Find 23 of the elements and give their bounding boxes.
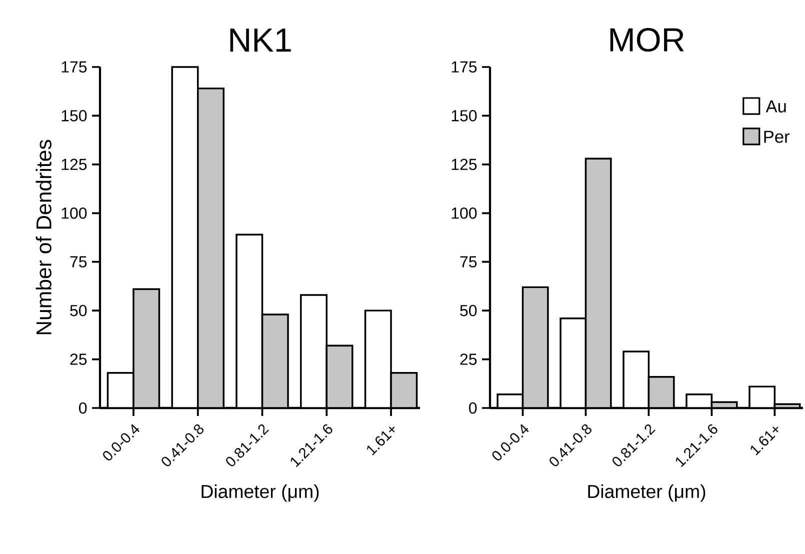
x-axis-title: Diameter (μm) — [202, 484, 319, 502]
legend-label: Au — [766, 100, 786, 112]
chart-title: MOR — [610, 28, 684, 52]
legend-label: Per — [764, 130, 790, 143]
y-tick-label: 25 — [70, 354, 87, 365]
y-tick-label: 175 — [62, 61, 87, 73]
y-tick-label: 100 — [452, 207, 477, 219]
y-tick-label: 150 — [62, 110, 87, 122]
y-axis-title: Number of Dendrites — [36, 140, 52, 334]
x-axis-title: Diameter (μm) — [588, 484, 706, 502]
y-tick-label: 75 — [460, 256, 477, 268]
y-tick-label: 0 — [79, 402, 87, 414]
chart-title: NK1 — [230, 28, 291, 52]
y-tick-label: 100 — [62, 207, 87, 219]
y-tick-label: 50 — [70, 304, 87, 316]
y-tick-label: 125 — [452, 158, 477, 170]
y-tick-label: 75 — [70, 256, 87, 268]
y-tick-label: 0 — [469, 402, 477, 414]
y-tick-label: 50 — [460, 304, 477, 316]
y-tick-label: 125 — [62, 158, 87, 170]
y-tick-label: 25 — [460, 354, 477, 365]
y-tick-label: 175 — [452, 61, 477, 73]
y-tick-label: 150 — [452, 110, 477, 122]
